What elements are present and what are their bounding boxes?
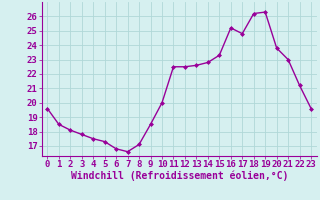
X-axis label: Windchill (Refroidissement éolien,°C): Windchill (Refroidissement éolien,°C) <box>70 171 288 181</box>
